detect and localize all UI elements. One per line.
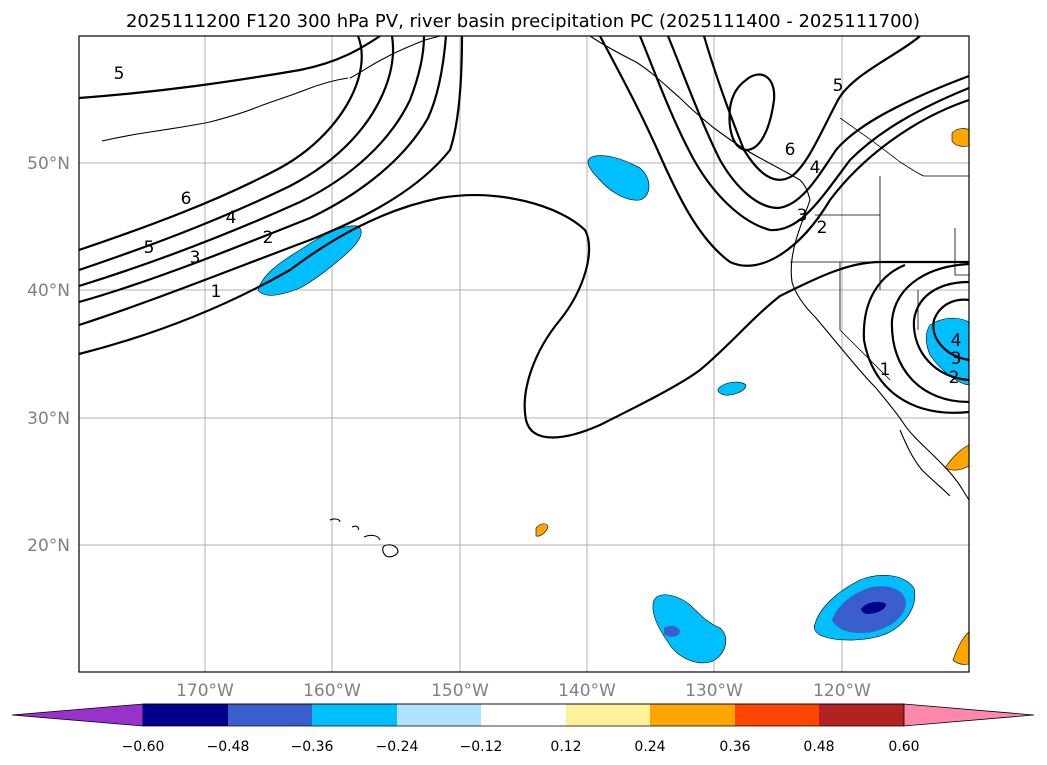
precip-area-positive xyxy=(951,128,970,147)
lon-label: 120°W xyxy=(813,681,871,701)
pv-contour xyxy=(78,194,969,439)
precip-area-positive xyxy=(535,523,549,537)
lon-label: 170°W xyxy=(176,681,234,701)
map-panel: 5 6 4 5 3 2 1 5 6 4 3 2 1 4 3 2 xyxy=(78,35,970,673)
lon-label: 150°W xyxy=(431,681,489,701)
contour-label: 3 xyxy=(797,206,808,226)
pv-contour xyxy=(78,35,464,327)
pv-contour xyxy=(666,35,970,210)
precip-area-negative xyxy=(257,225,362,296)
colorbar-tick-label: 0.48 xyxy=(803,739,834,755)
pv-contour xyxy=(932,298,970,362)
colorbar-segment xyxy=(312,704,397,726)
contour-label: 2 xyxy=(949,368,960,388)
precip-area-negative xyxy=(587,155,650,201)
colorbar-tick-label: −0.36 xyxy=(291,739,334,755)
precip-area-negative xyxy=(652,594,727,664)
coastlines xyxy=(101,35,970,558)
pv-contour xyxy=(78,35,426,288)
colorbar-tick-label: −0.60 xyxy=(122,739,165,755)
lon-label: 160°W xyxy=(303,681,361,701)
pv-contour xyxy=(78,35,381,100)
precip-shading xyxy=(257,128,970,665)
colorbar-ticks: −0.60 −0.48 −0.36 −0.24 −0.12 0.12 0.24 … xyxy=(122,739,920,755)
contour-label: 6 xyxy=(785,140,796,160)
pv-contour xyxy=(78,35,448,304)
contour-label: 4 xyxy=(810,158,821,178)
colorbar-extend-high xyxy=(903,703,1035,727)
colorbar-segment xyxy=(650,704,735,726)
contour-label: 3 xyxy=(190,248,201,268)
figure-title: 2025111200 F120 300 hPa PV, river basin … xyxy=(126,11,920,32)
gridlines xyxy=(79,36,969,672)
contour-label: 5 xyxy=(833,76,844,96)
colorbar-segment xyxy=(481,704,566,726)
pv-contour xyxy=(78,35,395,272)
pv-contour xyxy=(862,263,970,414)
baja-california xyxy=(899,429,951,497)
colorbar-extend-low xyxy=(11,703,144,727)
colorbar-tick-label: 0.36 xyxy=(719,739,750,755)
lat-label: 50°N xyxy=(27,154,70,174)
latitude-labels: 50°N 40°N 30°N 20°N xyxy=(27,154,70,556)
aleutian-islands xyxy=(101,77,349,142)
colorbar-segment xyxy=(397,704,481,726)
colorbar-segment xyxy=(819,704,904,726)
contour-label: 5 xyxy=(144,238,155,258)
precip-area-strong-negative xyxy=(664,625,680,637)
alaska-bc-coast xyxy=(589,35,811,201)
colorbar-tick-label: −0.24 xyxy=(376,739,419,755)
contour-labels: 5 6 4 5 3 2 1 5 6 4 3 2 1 4 3 2 xyxy=(114,64,962,388)
lon-label: 140°W xyxy=(558,681,616,701)
colorbar-tick-label: 0.12 xyxy=(550,739,581,755)
state-borders xyxy=(790,176,969,381)
precip-area-negative xyxy=(717,381,747,396)
pv-contour xyxy=(702,35,921,181)
lon-label: 130°W xyxy=(685,681,743,701)
contour-label: 4 xyxy=(226,208,237,228)
colorbar-segment xyxy=(566,704,650,726)
colorbar-tick-label: −0.48 xyxy=(207,739,250,755)
contour-label: 6 xyxy=(181,189,192,209)
colorbar: −0.60 −0.48 −0.36 −0.24 −0.12 0.12 0.24 … xyxy=(11,703,1035,755)
hawaiian-islands xyxy=(329,518,399,558)
map-frame xyxy=(78,35,970,673)
pv-contours xyxy=(78,35,970,439)
colorbar-tick-label: −0.12 xyxy=(460,739,503,755)
colorbar-tick-label: 0.60 xyxy=(888,739,919,755)
pv-contour xyxy=(890,262,970,404)
west-coast-north-america xyxy=(790,199,970,501)
colorbar-segment xyxy=(143,704,228,726)
contour-label: 2 xyxy=(263,228,274,248)
contour-label: 4 xyxy=(951,331,962,351)
longitude-labels: 170°W 160°W 150°W 140°W 130°W 120°W xyxy=(176,681,871,701)
map-background xyxy=(79,36,969,672)
colorbar-segment xyxy=(228,704,312,726)
contour-label: 1 xyxy=(880,360,891,380)
lat-label: 20°N xyxy=(27,536,70,556)
colorbar-tick-label: 0.24 xyxy=(634,739,665,755)
pv-contour xyxy=(638,35,970,232)
contour-label: 5 xyxy=(114,64,125,84)
contour-label: 3 xyxy=(951,349,962,369)
lat-label: 30°N xyxy=(27,409,70,429)
contour-label: 2 xyxy=(817,218,828,238)
pv-contour xyxy=(599,35,970,267)
precip-area-strongest-negative xyxy=(861,601,886,614)
contour-label: 1 xyxy=(211,282,222,302)
colorbar-segment xyxy=(735,704,819,726)
pv-contour xyxy=(78,35,363,252)
pv-contour xyxy=(912,280,970,382)
pv-contour xyxy=(728,73,776,152)
lat-label: 40°N xyxy=(27,281,70,301)
